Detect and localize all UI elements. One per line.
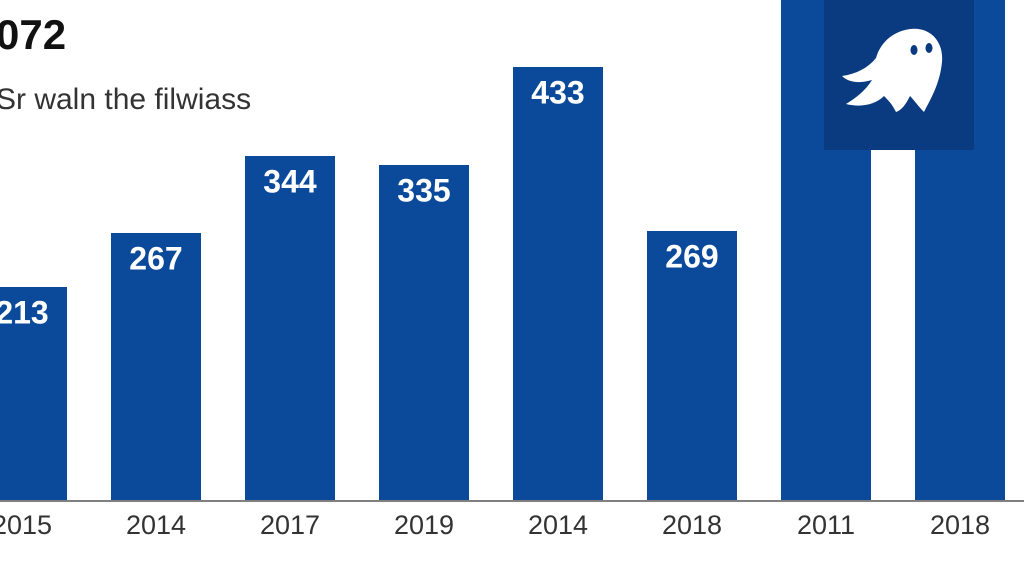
- chart-subtitle: Sr waln the filwiass: [0, 83, 251, 116]
- value-label: 213: [0, 294, 49, 330]
- x-tick-label: 2014: [528, 510, 588, 540]
- logo-badge: [824, 0, 974, 150]
- bar: [379, 165, 469, 500]
- value-label: 335: [397, 172, 450, 208]
- x-tick-label: 2014: [126, 510, 186, 540]
- bar: [647, 231, 737, 500]
- value-label: 269: [665, 238, 718, 274]
- value-label: 344: [263, 163, 317, 199]
- bar: [111, 233, 201, 500]
- x-tick-label: 2017: [260, 510, 320, 540]
- ghost-eye: [925, 43, 933, 53]
- x-tick-label: 2019: [394, 510, 454, 540]
- bar: [245, 156, 335, 500]
- x-tick-label: 2018: [930, 510, 990, 540]
- x-tick-label: 2018: [662, 510, 722, 540]
- value-label: 433: [531, 74, 584, 110]
- x-tick-label: 2011: [797, 510, 855, 540]
- ghost-eye: [910, 45, 918, 55]
- x-tick-label: 2015: [0, 510, 52, 540]
- chart-title: 072: [0, 11, 66, 58]
- bar: [513, 67, 603, 500]
- value-label: 267: [129, 240, 182, 276]
- bar: [0, 287, 67, 500]
